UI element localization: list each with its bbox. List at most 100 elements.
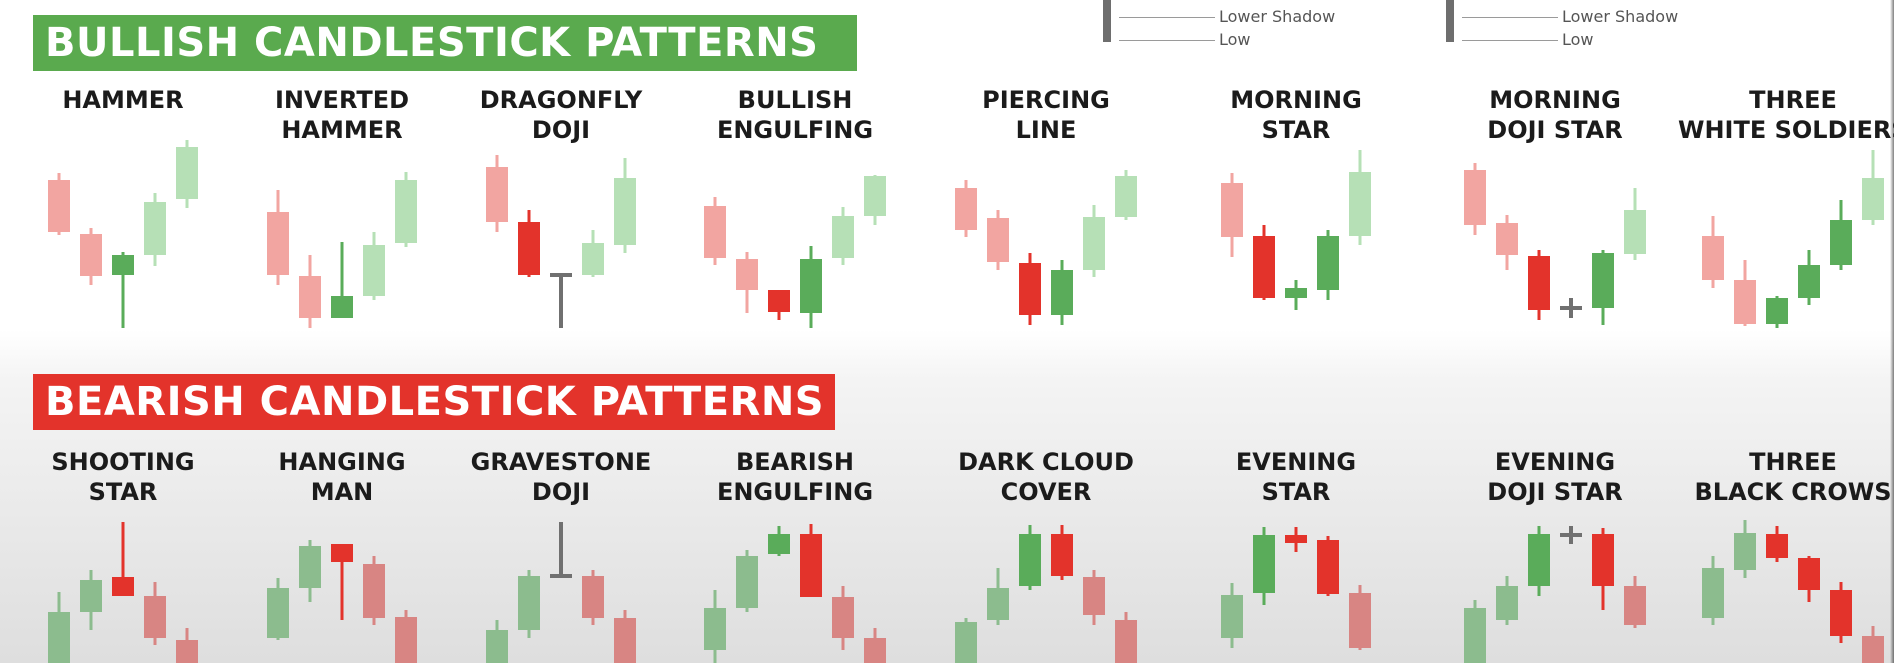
candle (1560, 526, 1582, 544)
candle-body (704, 206, 726, 258)
bearish-pattern-title-evening-star: EVENING STAR (1181, 447, 1411, 507)
pattern-title-line: DOJI STAR (1487, 116, 1623, 144)
candle (1253, 527, 1275, 605)
legend-leader-line (1119, 40, 1215, 41)
pattern-title-line: BEARISH (735, 448, 855, 476)
pattern-title-line: DOJI STAR (1487, 478, 1623, 506)
candle-body (1115, 620, 1137, 663)
candle-body (267, 588, 289, 638)
pattern-title-line: HAMMER (281, 116, 403, 144)
bullish-pattern-bullish-engulfing (704, 175, 886, 328)
candle-body (582, 576, 604, 618)
candle-body (614, 618, 636, 663)
candle-body (1496, 586, 1518, 620)
bullish-pattern-title-dragonfly-doji: DRAGONFLY DOJI (446, 85, 676, 145)
candle (486, 155, 508, 232)
candle-body (80, 234, 102, 276)
pattern-title-line: PIERCING (982, 86, 1110, 114)
candle (1221, 173, 1243, 257)
pattern-title-line: ENGULFING (716, 478, 874, 506)
candle (987, 568, 1009, 625)
candle (1830, 582, 1852, 643)
candle-body (331, 296, 353, 318)
candle (1051, 525, 1073, 580)
candle-body (1798, 265, 1820, 298)
pattern-title-line: SHOOTING (51, 448, 195, 476)
candle-body (176, 640, 198, 663)
candle-body (518, 576, 540, 630)
window-edge-shadow (1890, 0, 1894, 663)
candle (1317, 536, 1339, 596)
candle (1496, 215, 1518, 270)
candle (363, 232, 385, 300)
candle (955, 180, 977, 237)
candle-body (1317, 236, 1339, 290)
candle-body (864, 176, 886, 216)
candle-body (1592, 253, 1614, 308)
candle (1592, 250, 1614, 325)
candle (736, 550, 758, 612)
legend-candle-wick (1446, 0, 1454, 42)
candle-body (144, 202, 166, 255)
candle (144, 193, 166, 266)
candle (1464, 163, 1486, 235)
candle-body (1019, 534, 1041, 586)
candle-body (1051, 534, 1073, 576)
candle (800, 246, 822, 328)
candle-body (144, 596, 166, 638)
candle-body (1349, 593, 1371, 648)
candle (582, 570, 604, 625)
pattern-title-line: STAR (88, 478, 158, 506)
candle (267, 190, 289, 285)
candle (144, 582, 166, 645)
candle-body (518, 222, 540, 275)
candle-body (1464, 608, 1486, 663)
bullish-pattern-dragonfly-doji (486, 155, 636, 328)
pattern-title-line: THREE (1749, 448, 1837, 476)
candle (267, 578, 289, 640)
candle-body (299, 546, 321, 588)
candle-body (331, 544, 353, 562)
candle (550, 522, 572, 578)
candle-body (1464, 170, 1486, 225)
bullish-pattern-piercing-line (955, 170, 1137, 325)
candle-body (1285, 288, 1307, 298)
pattern-title-line: MAN (310, 478, 374, 506)
candle (80, 570, 102, 630)
candle (1115, 170, 1137, 220)
candle-body (363, 564, 385, 618)
candle-body (768, 534, 790, 554)
candle (832, 586, 854, 650)
candle-body (1496, 223, 1518, 255)
bearish-pattern-title-evening-doji-star: EVENING DOJI STAR (1440, 447, 1670, 507)
candle (1734, 260, 1756, 326)
bullish-pattern-title-morning-doji-star: MORNING DOJI STAR (1440, 85, 1670, 145)
candle (1253, 225, 1275, 300)
pattern-title-line: DOJI (531, 116, 591, 144)
candle-body (736, 556, 758, 608)
bearish-pattern-hanging-man (267, 540, 417, 663)
candle-body (80, 580, 102, 612)
bullish-pattern-title-bullish-engulfing: BULLISH ENGULFING (680, 85, 910, 145)
candle (550, 273, 572, 328)
candle (1349, 585, 1371, 650)
candle-body (955, 188, 977, 230)
bullish-pattern-title-hammer: HAMMER (8, 85, 238, 115)
legend-label-lower-shadow: Lower Shadow (1219, 7, 1336, 26)
bullish-pattern-title-three-white-soldiers: THREE WHITE SOLDIERS (1678, 85, 1894, 145)
candle (987, 210, 1009, 270)
candle-body (486, 167, 508, 222)
candle (1560, 298, 1582, 318)
candle (955, 618, 977, 663)
candle (48, 592, 70, 663)
bearish-pattern-evening-star (1221, 527, 1371, 650)
bearish-pattern-title-dark-cloud-cover: DARK CLOUD COVER (931, 447, 1161, 507)
candle (1624, 188, 1646, 260)
bullish-pattern-three-white-soldiers (1702, 150, 1884, 328)
candle-body (832, 597, 854, 638)
candle (112, 252, 134, 328)
candle-body (987, 218, 1009, 262)
pattern-title-line: DOJI (531, 478, 591, 506)
candle (518, 210, 540, 277)
